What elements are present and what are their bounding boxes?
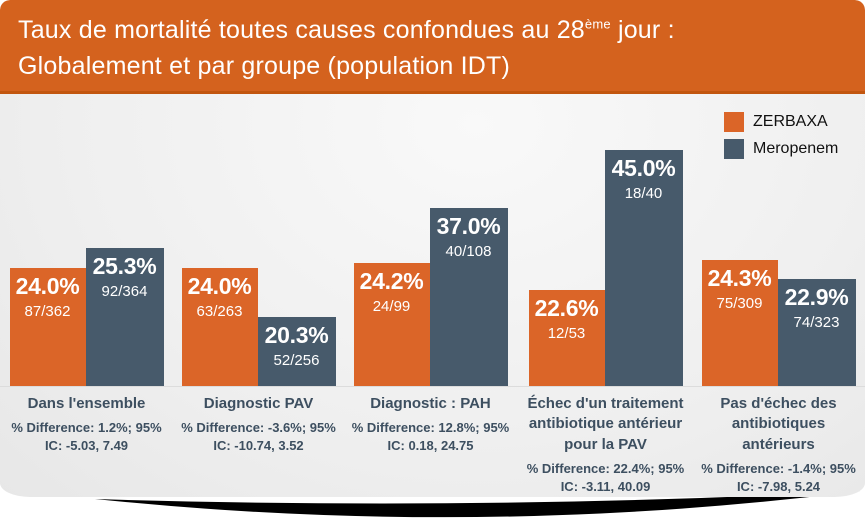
group-caption: Dans l'ensemble % Difference: 1.2%; 95% I… xyxy=(3,394,170,456)
group-caption: Diagnostic PAV % Difference: -3.6%; 95% I… xyxy=(175,394,342,456)
slide-header: Taux de mortalité toutes causes confondu… xyxy=(0,0,865,94)
chart-legend: ZERBAXA Meropenem xyxy=(724,112,838,159)
bar-fraction-label: 75/309 xyxy=(716,295,763,312)
group-difference-note: % Difference: 22.4%; 95% IC: -3.11, 40.0… xyxy=(526,460,685,494)
bar-value-label: 22.6% xyxy=(534,295,599,321)
bar-pair: 22.6% 12/53 45.0% 18/40 xyxy=(528,150,683,386)
slide-card: Taux de mortalité toutes causes confondu… xyxy=(0,0,865,497)
bar-fraction-label: 24/99 xyxy=(372,298,411,315)
group-category-label: Diagnostic : PAH xyxy=(370,395,491,412)
legend-item-zerbaxa: ZERBAXA xyxy=(724,112,838,132)
title-line2: Globalement et par groupe (population ID… xyxy=(18,51,511,80)
bar-fraction-label: 40/108 xyxy=(445,243,492,260)
bar-pair: 24.2% 24/99 37.0% 40/108 xyxy=(353,208,508,386)
zerbaxa-swatch-icon xyxy=(724,112,744,132)
group-caption: Échec d'un traitement antibiotique antér… xyxy=(522,394,689,496)
bar-value-label: 24.3% xyxy=(707,265,772,291)
bar-fraction-label: 63/263 xyxy=(196,303,243,320)
title-superscript: ème xyxy=(584,16,611,32)
group-caption: Diagnostic : PAH % Difference: 12.8%; 95%… xyxy=(347,394,514,456)
group-difference-note: % Difference: 1.2%; 95% IC: -5.03, 7.49 xyxy=(11,420,162,454)
chart-group: 24.0% 63/263 20.3% 52/256 Diagnostic PAV % Di… xyxy=(172,97,345,497)
legend-item-meropenem: Meropenem xyxy=(724,139,838,159)
bar-value-label: 24.2% xyxy=(359,268,424,294)
bar-pair: 24.0% 87/362 25.3% 92/364 xyxy=(9,248,164,386)
slide-title: Taux de mortalité toutes causes confondu… xyxy=(18,13,865,84)
bar-value-label: 22.9% xyxy=(784,284,849,310)
group-difference-note: % Difference: -3.6%; 95% IC: -10.74, 3.5… xyxy=(181,420,336,454)
meropenem-swatch-icon xyxy=(724,139,744,159)
bar-value-label: 37.0% xyxy=(436,213,501,239)
bar-fraction-label: 87/362 xyxy=(24,303,71,320)
bar-fraction-label: 18/40 xyxy=(624,185,663,202)
bar-meropenem: 37.0% 40/108 xyxy=(429,208,508,386)
bar-fraction-label: 74/323 xyxy=(793,314,840,331)
bar-zerbaxa: 24.0% 63/263 xyxy=(181,268,258,386)
group-category-label: Dans l'ensemble xyxy=(27,395,146,412)
bar-value-label: 24.0% xyxy=(15,273,80,299)
title-line1-pre: Taux de mortalité toutes causes confondu… xyxy=(18,16,585,44)
bar-fraction-label: 52/256 xyxy=(273,352,320,369)
bar-meropenem: 22.9% 74/323 xyxy=(777,279,856,386)
legend-label-meropenem: Meropenem xyxy=(753,140,839,157)
group-caption: Pas d'échec des antibiotiques antérieurs… xyxy=(695,394,862,496)
bar-value-label: 20.3% xyxy=(264,322,329,348)
bar-zerbaxa: 24.2% 24/99 xyxy=(353,263,430,386)
bar-fraction-label: 12/53 xyxy=(547,325,586,342)
bar-meropenem: 45.0% 18/40 xyxy=(604,150,683,386)
bar-chart: 24.0% 87/362 25.3% 92/364 Dans l'ensemble % D… xyxy=(0,97,865,497)
bar-meropenem: 20.3% 52/256 xyxy=(257,317,336,386)
bar-meropenem: 25.3% 92/364 xyxy=(85,248,164,386)
chart-group: 22.6% 12/53 45.0% 18/40 Échec d'un traitemen… xyxy=(519,97,692,497)
bar-pair: 24.3% 75/309 22.9% 74/323 xyxy=(701,260,856,386)
title-line1-post: jour : xyxy=(610,16,675,44)
bar-fraction-label: 92/364 xyxy=(101,283,148,300)
bar-value-label: 25.3% xyxy=(92,253,157,279)
slide-bottom-shadow xyxy=(95,491,860,518)
group-difference-note: % Difference: -1.4%; 95% IC: -7.98, 5.24 xyxy=(701,460,856,494)
bar-zerbaxa: 22.6% 12/53 xyxy=(528,290,605,386)
bar-pair: 24.0% 63/263 20.3% 52/256 xyxy=(181,268,336,386)
legend-label-zerbaxa: ZERBAXA xyxy=(753,113,828,130)
group-difference-note: % Difference: 12.8%; 95% IC: 0.18, 24.75 xyxy=(351,420,510,454)
bar-value-label: 24.0% xyxy=(187,273,252,299)
group-category-label: Pas d'échec des antibiotiques antérieurs xyxy=(720,395,837,453)
group-category-label: Diagnostic PAV xyxy=(203,395,314,412)
bar-zerbaxa: 24.3% 75/309 xyxy=(701,260,778,386)
chart-group: 24.0% 87/362 25.3% 92/364 Dans l'ensemble % D… xyxy=(0,97,173,497)
chart-group: 24.2% 24/99 37.0% 40/108 Diagnostic : PAH % D… xyxy=(344,97,517,497)
bar-zerbaxa: 24.0% 87/362 xyxy=(9,268,86,386)
group-category-label: Échec d'un traitement antibiotique antér… xyxy=(527,395,684,453)
bar-value-label: 45.0% xyxy=(611,155,676,181)
chart-baseline xyxy=(0,386,865,387)
chart-group: 24.3% 75/309 22.9% 74/323 Pas d'échec des an… xyxy=(692,97,865,497)
